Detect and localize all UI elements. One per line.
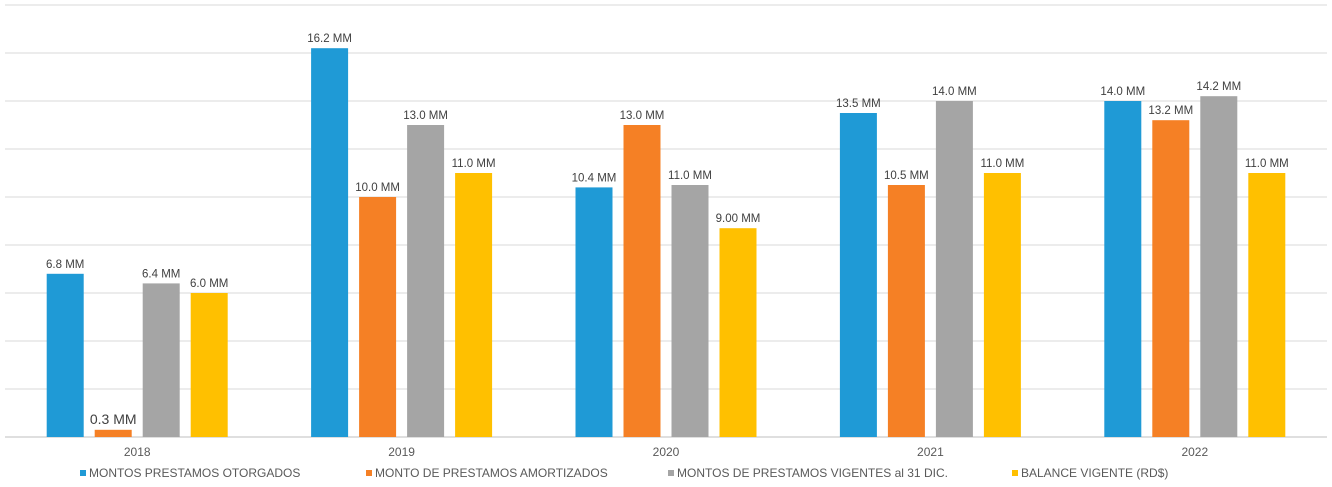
legend: MONTOS PRESTAMOS OTORGADOS MONTO DE PREST… xyxy=(80,466,1168,480)
data-label-2018-series-1: 6.8 MM xyxy=(46,259,84,271)
bar-2020-series-2 xyxy=(623,125,661,437)
legend-label-4: BALANCE VIGENTE (RD$) xyxy=(1021,466,1168,480)
bar-2019-series-1 xyxy=(311,48,349,437)
data-label-2018-series-4: 6.0 MM xyxy=(190,278,228,290)
bar-2020-series-3 xyxy=(671,185,709,437)
legend-swatch-2 xyxy=(366,470,372,476)
data-label-2022-series-3: 14.2 MM xyxy=(1196,81,1241,93)
data-label-2018-series-2: 0.3 MM xyxy=(90,411,137,427)
bar-2021-series-4 xyxy=(983,173,1021,437)
bar-2021-series-2 xyxy=(887,185,925,437)
data-label-2019-series-2: 10.0 MM xyxy=(355,182,400,194)
legend-swatch-3 xyxy=(668,470,674,476)
legend-label-1: MONTOS PRESTAMOS OTORGADOS xyxy=(89,466,300,480)
data-label-2019-series-3: 13.0 MM xyxy=(403,110,448,122)
data-label-2021-series-1: 13.5 MM xyxy=(836,98,881,110)
category-axis: 2018 2019 2020 2021 2022 xyxy=(124,445,1209,459)
data-label-2018-series-3: 6.4 MM xyxy=(142,268,180,280)
data-labels: 6.8 MM 0.3 MM 6.4 MM 6.0 MM 16.2 MM 10.0 MM 13… xyxy=(46,33,1289,427)
data-label-2019-series-1: 16.2 MM xyxy=(307,33,352,45)
data-label-2021-series-2: 10.5 MM xyxy=(884,170,929,182)
data-label-2020-series-1: 10.4 MM xyxy=(572,172,617,184)
data-label-2022-series-4: 11.0 MM xyxy=(1245,158,1289,170)
data-label-2020-series-2: 13.0 MM xyxy=(620,110,665,122)
bar-2022-series-1 xyxy=(1104,101,1142,437)
category-label-2022: 2022 xyxy=(1181,445,1208,459)
legend-label-3: MONTOS DE PRESTAMOS VIGENTES al 31 DIC. xyxy=(677,466,948,480)
bar-2022-series-3 xyxy=(1200,96,1238,437)
data-label-2022-series-2: 13.2 MM xyxy=(1148,105,1193,117)
data-label-2022-series-1: 14.0 MM xyxy=(1100,86,1145,98)
legend-swatch-1 xyxy=(80,470,86,476)
data-label-2020-series-4: 9.00 MM xyxy=(716,213,761,225)
category-label-2018: 2018 xyxy=(124,445,151,459)
bar-2018-series-4 xyxy=(190,293,228,437)
bar-2018-series-2 xyxy=(94,429,132,437)
bar-2019-series-3 xyxy=(407,125,445,437)
bar-2020-series-4 xyxy=(719,228,757,437)
bar-2021-series-1 xyxy=(839,113,877,437)
bar-2020-series-1 xyxy=(575,187,613,437)
bar-2019-series-4 xyxy=(455,173,493,437)
category-label-2020: 2020 xyxy=(653,445,680,459)
legend-swatch-4 xyxy=(1012,470,1018,476)
bar-2018-series-3 xyxy=(142,283,180,437)
bar-2022-series-2 xyxy=(1152,120,1190,437)
bar-2021-series-3 xyxy=(935,101,973,437)
data-label-2021-series-3: 14.0 MM xyxy=(932,86,977,98)
data-label-2020-series-3: 11.0 MM xyxy=(668,170,712,182)
bar-2018-series-1 xyxy=(46,273,84,437)
category-label-2019: 2019 xyxy=(388,445,415,459)
bars xyxy=(46,48,1286,437)
data-label-2021-series-4: 11.0 MM xyxy=(980,158,1024,170)
category-label-2021: 2021 xyxy=(917,445,944,459)
data-label-2019-series-4: 11.0 MM xyxy=(452,158,496,170)
legend-label-2: MONTO DE PRESTAMOS AMORTIZADOS xyxy=(375,466,608,480)
bar-2022-series-4 xyxy=(1248,173,1286,437)
bar-2019-series-2 xyxy=(359,197,397,437)
